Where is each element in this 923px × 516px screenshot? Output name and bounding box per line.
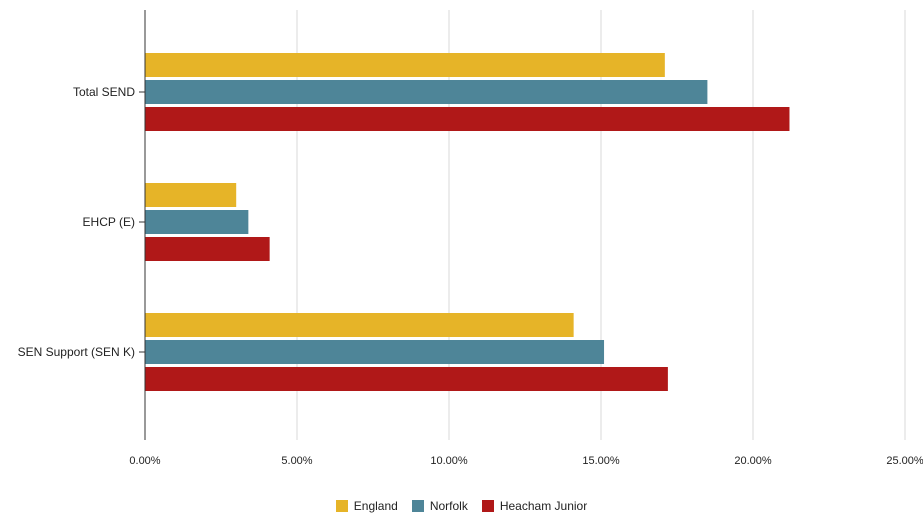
bar-heacham-junior-sen-support-sen-k	[145, 367, 668, 391]
legend-swatch-heacham-junior	[481, 500, 494, 512]
category-label-total-send: Total SEND	[73, 85, 135, 99]
bar-heacham-junior-ehcp-e	[145, 237, 270, 261]
category-label-ehcp-e: EHCP (E)	[83, 215, 135, 229]
category-label-sen-support-sen-k: SEN Support (SEN K)	[18, 345, 135, 359]
chart-legend: England Norfolk Heacham Junior	[0, 496, 923, 516]
legend-swatch-norfolk	[411, 500, 424, 512]
x-tick-label: 10.00%	[430, 455, 468, 467]
bar-norfolk-sen-support-sen-k	[145, 340, 605, 364]
bars	[145, 53, 790, 391]
legend-item-heacham-junior: Heacham Junior	[481, 499, 588, 513]
x-tick-label: 25.00%	[886, 455, 923, 467]
bar-england-ehcp-e	[145, 183, 237, 207]
legend-swatch-england	[335, 500, 348, 512]
bar-norfolk-total-send	[145, 80, 708, 104]
x-tick-label: 20.00%	[734, 455, 772, 467]
x-tick-label: 15.00%	[582, 455, 620, 467]
legend-label-heacham-junior: Heacham Junior	[499, 499, 588, 513]
x-axis-tick-labels: 0.00% 5.00% 10.00% 15.00% 20.00% 25.00%	[129, 455, 923, 467]
bar-heacham-junior-total-send	[145, 107, 790, 131]
bar-england-sen-support-sen-k	[145, 313, 574, 337]
x-tick-label: 0.00%	[129, 455, 160, 467]
legend-item-england: England	[335, 499, 398, 513]
legend-label-norfolk: Norfolk	[429, 499, 468, 513]
bar-norfolk-ehcp-e	[145, 210, 249, 234]
legend-item-norfolk: Norfolk	[411, 499, 468, 513]
x-tick-label: 5.00%	[281, 455, 312, 467]
legend-label-england: England	[353, 499, 398, 513]
y-axis-ticks: Total SEND EHCP (E) SEN Support (SEN K)	[18, 85, 145, 359]
bar-england-total-send	[145, 53, 665, 77]
